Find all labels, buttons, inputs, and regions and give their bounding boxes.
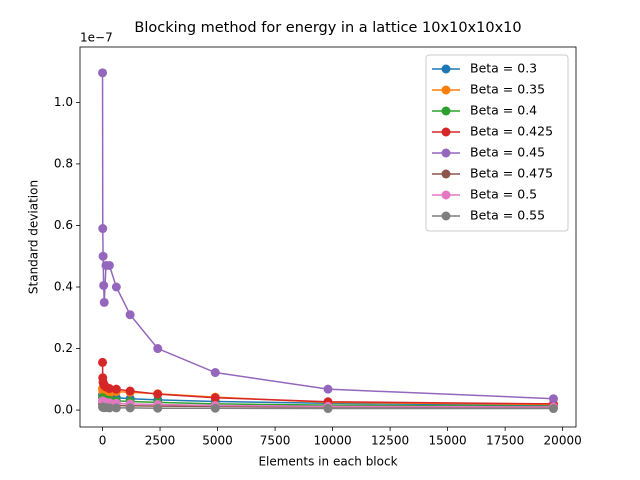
point — [125, 403, 135, 413]
y-tick-label: 0.4 — [54, 280, 73, 294]
point — [99, 280, 109, 290]
x-tick-label: 5000 — [202, 434, 233, 448]
point — [111, 282, 121, 292]
x-tick-label: 17500 — [486, 434, 524, 448]
legend-marker — [441, 211, 451, 221]
legend-label: Beta = 0.35 — [470, 82, 545, 97]
legend-label: Beta = 0.55 — [470, 208, 545, 223]
point — [111, 403, 121, 413]
x-tick-label: 2500 — [145, 434, 176, 448]
point — [125, 386, 135, 396]
legend-label: Beta = 0.3 — [470, 61, 537, 76]
legend-marker — [441, 148, 451, 158]
legend-box — [425, 54, 569, 232]
x-axis-label: Elements in each block — [258, 455, 397, 469]
point — [125, 310, 135, 320]
point — [98, 251, 108, 261]
x-tick-label: 12500 — [371, 434, 409, 448]
legend-label: Beta = 0.475 — [470, 166, 553, 181]
series — [98, 402, 558, 414]
point — [98, 224, 108, 234]
point — [548, 404, 558, 414]
y-tick-label: 0.8 — [54, 156, 73, 170]
legend-label: Beta = 0.5 — [470, 187, 537, 202]
x-tick-label: 20000 — [544, 434, 582, 448]
point — [99, 297, 109, 307]
point — [210, 403, 220, 413]
legend-marker — [441, 85, 451, 95]
legend-label: Beta = 0.425 — [470, 124, 553, 139]
point — [104, 260, 114, 270]
y-tick-label: 0.6 — [54, 218, 73, 232]
x-tick-label: 0 — [99, 434, 107, 448]
legend: Beta = 0.3 Beta = 0.35 Beta = 0.4 Beta = 0.… — [425, 54, 569, 232]
x-tick-label: 15000 — [429, 434, 467, 448]
series — [98, 68, 558, 404]
legend-label: Beta = 0.4 — [470, 103, 537, 118]
y-tick-label: 0.2 — [54, 341, 73, 355]
point — [104, 403, 114, 413]
point — [153, 389, 163, 399]
point — [153, 344, 163, 354]
y-axis-label: Standard deviation — [27, 180, 41, 294]
point — [210, 368, 220, 378]
point — [210, 393, 220, 403]
point — [548, 394, 558, 404]
point — [323, 404, 333, 414]
y-tick-label: 1.0 — [54, 95, 73, 109]
legend-marker — [441, 106, 451, 116]
legend-marker — [441, 190, 451, 200]
y-offset-label: 1e−7 — [80, 31, 113, 45]
point — [104, 384, 114, 394]
point — [98, 357, 108, 367]
x-tick-label: 10000 — [313, 434, 351, 448]
legend-label: Beta = 0.45 — [470, 145, 545, 160]
legend-marker — [441, 64, 451, 74]
point — [323, 384, 333, 394]
x-tick-label: 7500 — [260, 434, 291, 448]
point — [111, 384, 121, 394]
chart-title: Blocking method for energy in a lattice … — [134, 20, 521, 36]
y-tick-label: 0.0 — [54, 403, 73, 417]
point — [153, 403, 163, 413]
legend-marker — [441, 169, 451, 179]
point — [98, 68, 108, 78]
plot-frame — [79, 46, 577, 428]
legend-marker — [441, 127, 451, 137]
